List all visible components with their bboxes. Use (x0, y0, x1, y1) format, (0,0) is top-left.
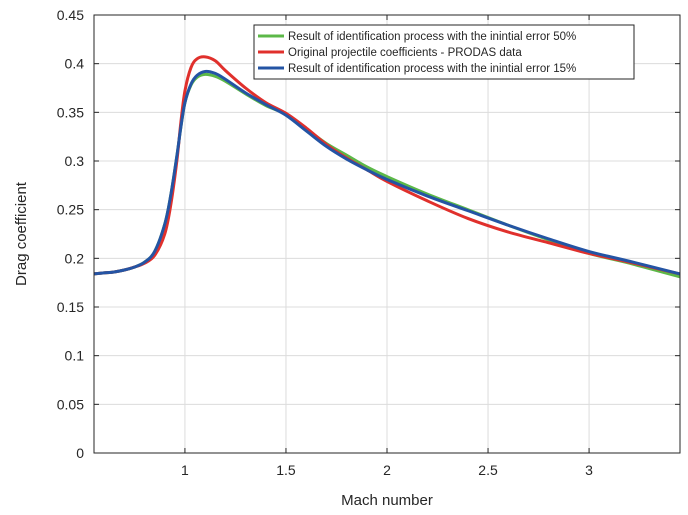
legend-box (253, 24, 635, 80)
legend-label: Original projectile coefficients - PRODA… (288, 47, 522, 59)
y-tick-label: 0.25 (57, 202, 84, 218)
legend-label: Result of identification process with th… (288, 31, 576, 43)
y-tick-label: 0.45 (57, 7, 84, 23)
y-axis-label: Drag coefficient (13, 181, 30, 286)
x-axis-label: Mach number (341, 492, 433, 509)
y-tick-label: 0.1 (65, 348, 85, 364)
y-tick-label: 0.3 (65, 153, 85, 169)
x-tick-label: 1.5 (276, 462, 296, 478)
y-tick-label: 0 (76, 445, 84, 461)
legend: Result of identification process with th… (253, 24, 635, 80)
y-tick-label: 0.15 (57, 299, 84, 315)
x-tick-label: 3 (585, 462, 593, 478)
legend-label: Result of identification process with th… (288, 63, 576, 75)
y-tick-label: 0.4 (65, 56, 85, 72)
ticks: 1 1.5 2 2.5 3 0 0.05 0.1 0.15 0.2 0.25 0.3 0.35 0.4 0.… (57, 7, 680, 478)
x-tick-label: 2.5 (478, 462, 498, 478)
y-tick-label: 0.2 (65, 250, 85, 266)
series-line (93, 69, 681, 276)
x-tick-label: 1 (181, 462, 189, 478)
y-tick-label: 0.05 (57, 396, 84, 412)
y-tick-label: 0.35 (57, 104, 84, 120)
series-lines (93, 55, 681, 279)
x-tick-label: 2 (383, 462, 391, 478)
